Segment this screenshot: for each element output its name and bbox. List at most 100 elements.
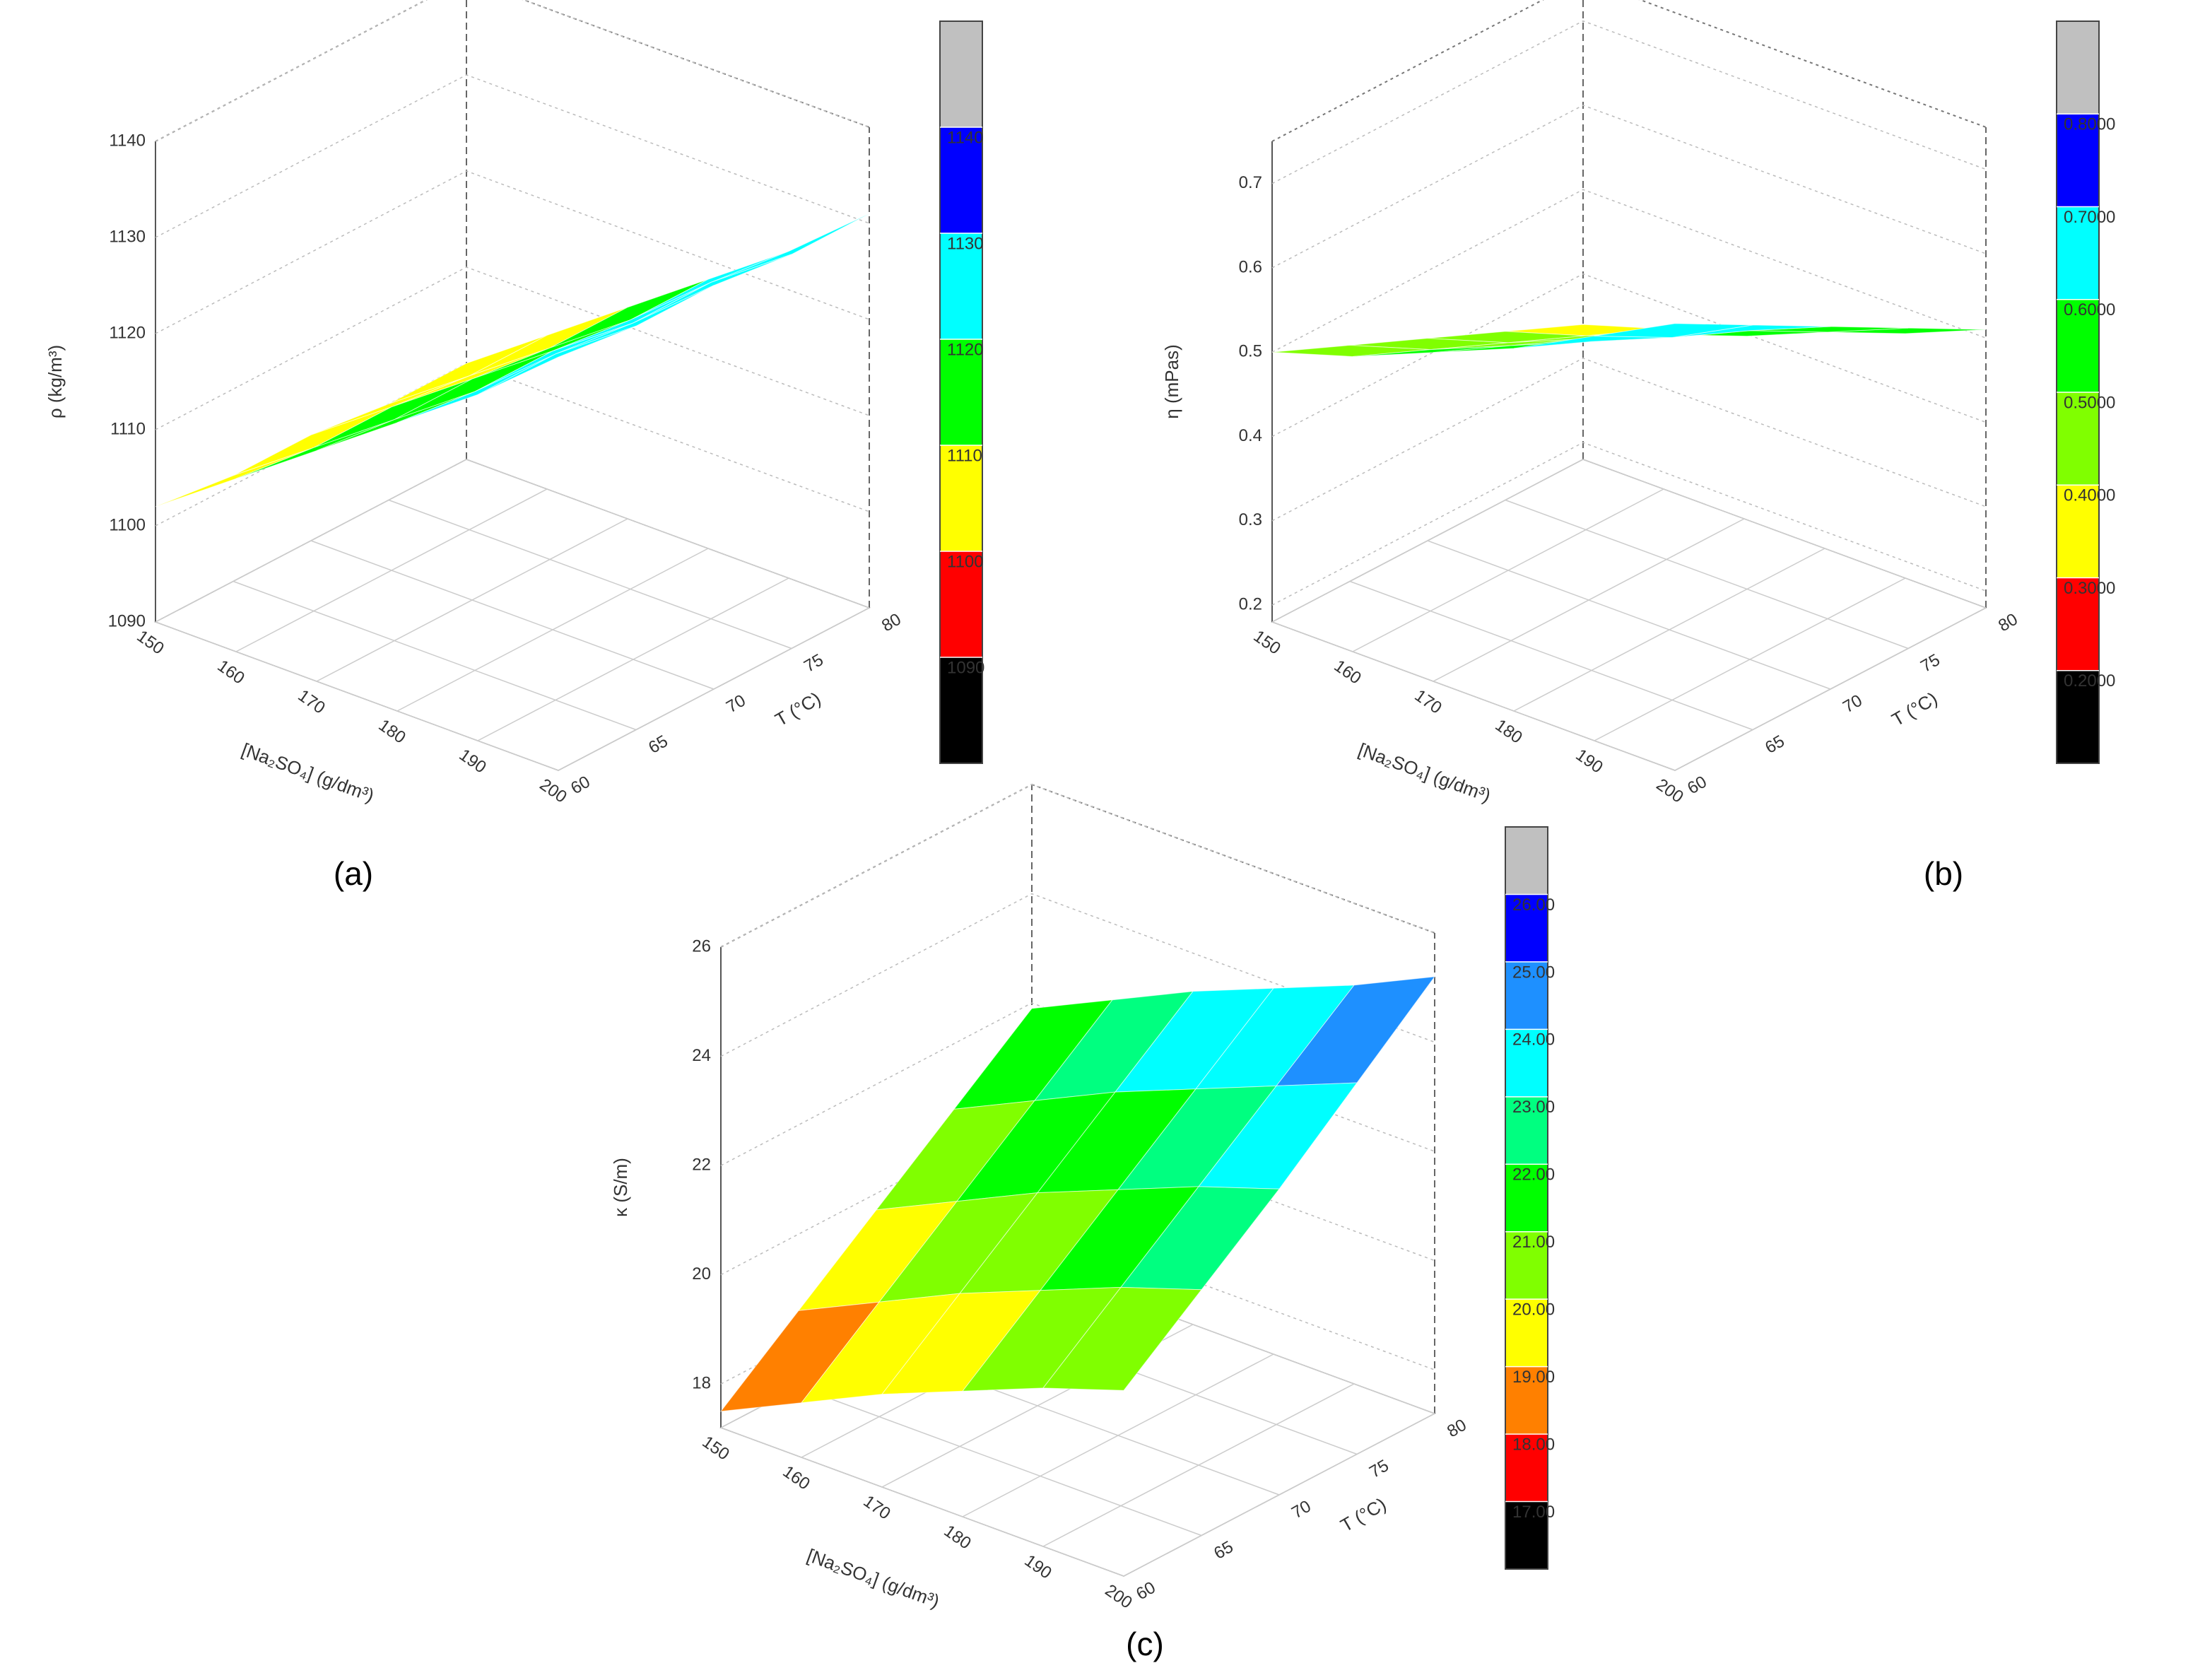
y-axis-label: T (°C) xyxy=(1336,1493,1389,1537)
y-tick-label: 70 xyxy=(723,691,749,717)
colorbar-segment xyxy=(940,233,982,339)
grid-line xyxy=(1505,499,1909,650)
z-axis-label: η (mPas) xyxy=(1161,344,1182,418)
y-tick-label: 70 xyxy=(1288,1497,1315,1523)
grid-line xyxy=(155,363,870,527)
surface-cell xyxy=(549,278,709,348)
colorbar-segment xyxy=(1505,1096,1548,1165)
y-tick-label: 75 xyxy=(1366,1456,1392,1482)
caption: (c) xyxy=(1126,1626,1164,1662)
colorbar-segment xyxy=(940,127,982,233)
caption: (b) xyxy=(1924,855,1963,892)
colorbar-segment xyxy=(2057,299,2099,392)
grid-line xyxy=(1349,580,1753,731)
colorbar-label: 1100 xyxy=(947,552,984,571)
z-tick-label: 22 xyxy=(692,1155,711,1174)
grid-line xyxy=(1271,358,1987,522)
colorbar-segment xyxy=(1505,894,1548,962)
colorbar-label: 0.6000 xyxy=(2064,300,2115,319)
wall-top xyxy=(1271,0,1544,142)
z-tick-label: 1130 xyxy=(109,227,146,246)
colorbar-segment xyxy=(940,445,982,551)
grid-line xyxy=(466,459,870,609)
x-tick-label: 160 xyxy=(1331,657,1365,688)
colorbar-segment xyxy=(1505,1164,1548,1232)
y-tick-label: 65 xyxy=(645,732,671,758)
colorbar-frame xyxy=(939,20,983,764)
colorbar-segment xyxy=(1505,1299,1548,1367)
grid-line xyxy=(798,1386,1202,1537)
wall-top xyxy=(522,0,870,128)
z-tick-label: 1090 xyxy=(108,611,146,630)
y-tick-label: 60 xyxy=(1684,773,1710,799)
colorbar-frame xyxy=(1505,826,1548,1570)
x-tick-label: 170 xyxy=(295,686,329,718)
colorbar-segment xyxy=(2057,114,2099,207)
z-tick-label: 0.2 xyxy=(1239,594,1262,613)
x-axis-label: [Na₂SO₄] (g/dm³) xyxy=(804,1544,942,1612)
colorbar-label: 0.2000 xyxy=(2064,671,2115,691)
chart-panel: 1090 1100 1110 1120 1130 1140 150 160 170 180 190 2… xyxy=(45,0,984,892)
grid-line xyxy=(1582,459,1987,609)
x-tick-label: 200 xyxy=(536,775,570,807)
wall-top xyxy=(155,0,428,142)
colorbar-label: 0.4000 xyxy=(2064,486,2115,505)
grid-line xyxy=(155,621,559,771)
colorbar-segment xyxy=(940,21,982,127)
x-tick-label: 190 xyxy=(1572,746,1606,777)
colorbar-segment xyxy=(940,339,982,445)
grid-line xyxy=(155,266,870,430)
z-tick-label: 0.7 xyxy=(1239,173,1262,192)
colorbar-segment xyxy=(1505,1029,1548,1097)
colorbar-label: 1110 xyxy=(947,446,982,465)
x-axis-label: [Na₂SO₄] (g/dm³) xyxy=(239,739,377,806)
surface-cell xyxy=(471,319,631,380)
colorbar-label: 22.00 xyxy=(1512,1165,1555,1185)
surface-cell xyxy=(1042,1286,1202,1391)
x-tick-label: 170 xyxy=(860,1492,894,1524)
colorbar-label: 0.5000 xyxy=(2064,393,2115,412)
x-tick-label: 180 xyxy=(941,1522,975,1553)
grid-line xyxy=(720,1427,1124,1577)
z-tick-label: 1140 xyxy=(109,131,146,150)
colorbar-label: 25.00 xyxy=(1512,963,1555,982)
x-tick-label: 160 xyxy=(780,1462,813,1494)
y-tick-label: 60 xyxy=(1133,1578,1159,1604)
x-tick-label: 200 xyxy=(1102,1581,1136,1613)
x-tick-label: 160 xyxy=(214,657,248,688)
grid-line xyxy=(233,580,637,731)
colorbar-label: 26.00 xyxy=(1512,895,1555,915)
x-tick-label: 190 xyxy=(1021,1551,1055,1583)
colorbar-label: 19.00 xyxy=(1512,1368,1555,1387)
colorbar-segment xyxy=(2057,670,2099,763)
x-tick-label: 180 xyxy=(1492,716,1526,748)
colorbar-label: 1140 xyxy=(947,128,984,147)
surface-cell xyxy=(469,307,628,377)
colorbar-segment xyxy=(1505,1231,1548,1300)
surface-cell xyxy=(1594,323,1753,339)
colorbar-segment xyxy=(1505,1366,1548,1435)
x-axis-label: [Na₂SO₄] (g/dm³) xyxy=(1356,739,1493,806)
z-tick-label: 1100 xyxy=(109,515,146,534)
x-tick-label: 170 xyxy=(1411,686,1445,718)
z-tick-label: 26 xyxy=(692,936,711,956)
grid-line xyxy=(310,540,715,690)
grid-line xyxy=(1271,273,1987,437)
z-tick-label: 20 xyxy=(692,1264,711,1284)
grid-line xyxy=(155,170,870,334)
y-tick-label: 65 xyxy=(1211,1537,1237,1563)
grid-line xyxy=(1271,621,1676,771)
colorbar-label: 21.00 xyxy=(1512,1233,1555,1252)
colorbar-label: 1130 xyxy=(947,234,984,253)
x-tick-label: 150 xyxy=(699,1433,733,1464)
z-tick-label: 1110 xyxy=(110,419,146,438)
colorbar-label: 0.3000 xyxy=(2064,579,2115,598)
z-axis-label: ρ (kg/m³) xyxy=(45,345,66,418)
colorbar-label: 1120 xyxy=(947,340,984,359)
grid-line xyxy=(1427,540,1831,690)
colorbar-label: 23.00 xyxy=(1512,1098,1555,1117)
x-tick-label: 190 xyxy=(456,746,490,777)
